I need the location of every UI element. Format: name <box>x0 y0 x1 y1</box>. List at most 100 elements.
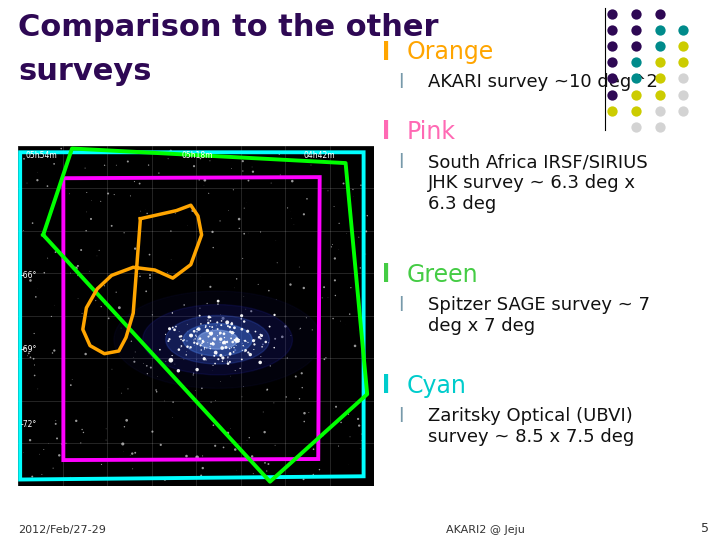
Point <box>212 318 223 327</box>
Point <box>27 472 38 481</box>
Point <box>122 157 134 166</box>
Point <box>215 351 227 360</box>
Point <box>212 325 223 333</box>
Point <box>217 343 228 352</box>
Point <box>302 454 313 463</box>
Point <box>129 357 140 366</box>
Point <box>238 292 250 301</box>
Point <box>200 343 212 352</box>
Point <box>238 341 249 350</box>
Point <box>226 331 238 340</box>
Point <box>58 450 69 459</box>
Point <box>207 338 218 347</box>
Point <box>216 316 228 325</box>
Point <box>654 123 665 131</box>
Point <box>186 206 198 215</box>
Point <box>678 106 689 115</box>
Point <box>343 460 354 469</box>
Point <box>129 177 140 186</box>
Point <box>236 355 248 364</box>
Point <box>205 340 217 348</box>
Point <box>239 342 251 351</box>
Point <box>100 424 112 433</box>
Text: l: l <box>382 120 390 144</box>
Point <box>654 106 665 115</box>
Point <box>294 394 305 403</box>
Point <box>111 161 122 170</box>
Point <box>228 348 239 356</box>
Point <box>166 255 177 264</box>
Point <box>235 318 246 327</box>
Point <box>50 420 61 428</box>
Point <box>53 451 65 460</box>
Point <box>210 327 222 336</box>
Point <box>319 355 330 363</box>
Point <box>48 159 60 168</box>
Point <box>189 341 200 349</box>
Point <box>125 451 136 460</box>
Point <box>263 286 274 295</box>
Point <box>258 342 270 350</box>
Point <box>606 42 618 50</box>
Point <box>43 148 55 157</box>
Point <box>181 336 193 345</box>
Point <box>50 248 61 256</box>
Point <box>131 272 143 281</box>
Point <box>192 340 204 349</box>
Point <box>352 415 364 423</box>
Point <box>330 291 341 300</box>
Point <box>51 434 63 443</box>
Point <box>207 421 219 430</box>
Point <box>320 354 332 362</box>
Point <box>58 147 70 156</box>
Point <box>175 343 186 352</box>
Point <box>630 90 642 99</box>
Point <box>354 444 366 453</box>
Point <box>202 339 214 347</box>
Point <box>205 329 217 338</box>
Point <box>181 320 193 328</box>
Point <box>250 327 261 336</box>
Point <box>282 354 293 362</box>
Point <box>328 404 339 413</box>
Point <box>181 347 192 356</box>
Point <box>128 353 140 362</box>
Point <box>274 150 285 159</box>
Point <box>196 351 207 360</box>
Point <box>294 263 305 272</box>
Point <box>314 465 325 474</box>
Point <box>21 422 32 430</box>
Point <box>210 321 222 330</box>
Point <box>264 362 276 370</box>
Point <box>188 336 199 345</box>
Text: l: l <box>398 296 404 315</box>
Point <box>325 242 337 251</box>
Point <box>215 321 227 329</box>
Point <box>91 252 103 260</box>
Point <box>201 343 212 352</box>
Point <box>260 338 271 346</box>
Point <box>159 475 171 484</box>
Point <box>298 475 310 483</box>
Point <box>176 342 187 350</box>
Point <box>140 205 152 214</box>
Point <box>130 448 141 457</box>
Point <box>318 431 329 440</box>
Point <box>217 443 229 452</box>
Point <box>242 338 253 347</box>
Point <box>199 176 211 185</box>
Point <box>329 254 341 263</box>
Point <box>678 25 689 34</box>
Point <box>242 327 253 335</box>
Point <box>323 186 334 195</box>
Point <box>166 355 177 363</box>
Point <box>233 337 245 346</box>
Point <box>274 171 286 179</box>
Point <box>225 350 236 359</box>
Point <box>181 452 192 461</box>
Point <box>219 333 230 342</box>
Point <box>300 313 312 322</box>
Point <box>165 146 176 155</box>
Point <box>606 106 618 115</box>
Point <box>226 318 238 327</box>
